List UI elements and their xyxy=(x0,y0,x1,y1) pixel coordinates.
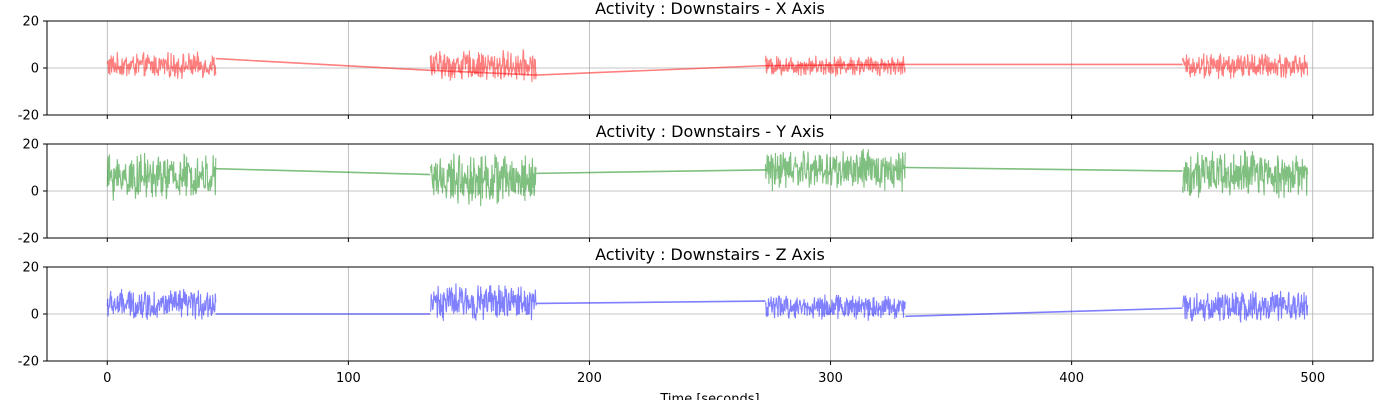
signal-segment xyxy=(1181,150,1309,199)
panel-title: Activity : Downstairs - X Axis xyxy=(595,0,825,18)
signal-segment xyxy=(764,148,906,192)
x-tick-label: 500 xyxy=(1300,371,1325,386)
connector-line xyxy=(765,63,906,67)
connector-line xyxy=(536,300,766,305)
y-tick-label: 0 xyxy=(31,62,39,77)
signal-segment xyxy=(106,288,217,320)
connector-line xyxy=(536,64,766,76)
connector-line xyxy=(536,169,766,175)
signal-segment xyxy=(429,283,537,322)
x-tick-label: 0 xyxy=(103,371,111,386)
connector-line xyxy=(430,69,537,76)
series-line xyxy=(106,148,1309,207)
signal-segment xyxy=(1182,290,1309,323)
connector-line xyxy=(905,166,1183,172)
connector-line xyxy=(215,57,431,72)
signal-segment xyxy=(764,294,906,321)
x-axis-label: Time [seconds] xyxy=(659,392,759,400)
panel-title: Activity : Downstairs - Z Axis xyxy=(595,245,825,264)
panel-1: -20 0 20 Activity : Downstairs - X Axis xyxy=(18,0,1374,124)
signal-segment xyxy=(106,152,217,201)
y-tick-label: 20 xyxy=(22,138,39,153)
signal-segment xyxy=(1181,53,1309,80)
y-tick-label: 0 xyxy=(31,185,39,200)
y-tick-label: -20 xyxy=(18,355,39,370)
y-tick-label: 0 xyxy=(31,308,39,323)
series-line xyxy=(106,49,1309,83)
signal-segment xyxy=(429,153,537,207)
connector-line xyxy=(215,167,431,176)
x-tick-label: 200 xyxy=(577,371,602,386)
signal-segment xyxy=(429,49,537,83)
x-tick-label: 400 xyxy=(1059,371,1084,386)
y-tick-label: 20 xyxy=(22,261,39,276)
series-line xyxy=(106,283,1309,323)
x-tick-label: 300 xyxy=(818,371,843,386)
connector-line xyxy=(905,307,1183,318)
y-tick-label: 20 xyxy=(22,15,39,30)
signal-segment xyxy=(764,55,906,77)
y-tick-label: -20 xyxy=(18,109,39,124)
x-tick-label: 100 xyxy=(336,371,361,386)
y-tick-label: -20 xyxy=(18,232,39,247)
panel-2: -20 0 20 Activity : Downstairs - Y Axis xyxy=(18,122,1374,247)
signal-segment xyxy=(106,51,217,80)
panel-title: Activity : Downstairs - Y Axis xyxy=(596,122,825,141)
